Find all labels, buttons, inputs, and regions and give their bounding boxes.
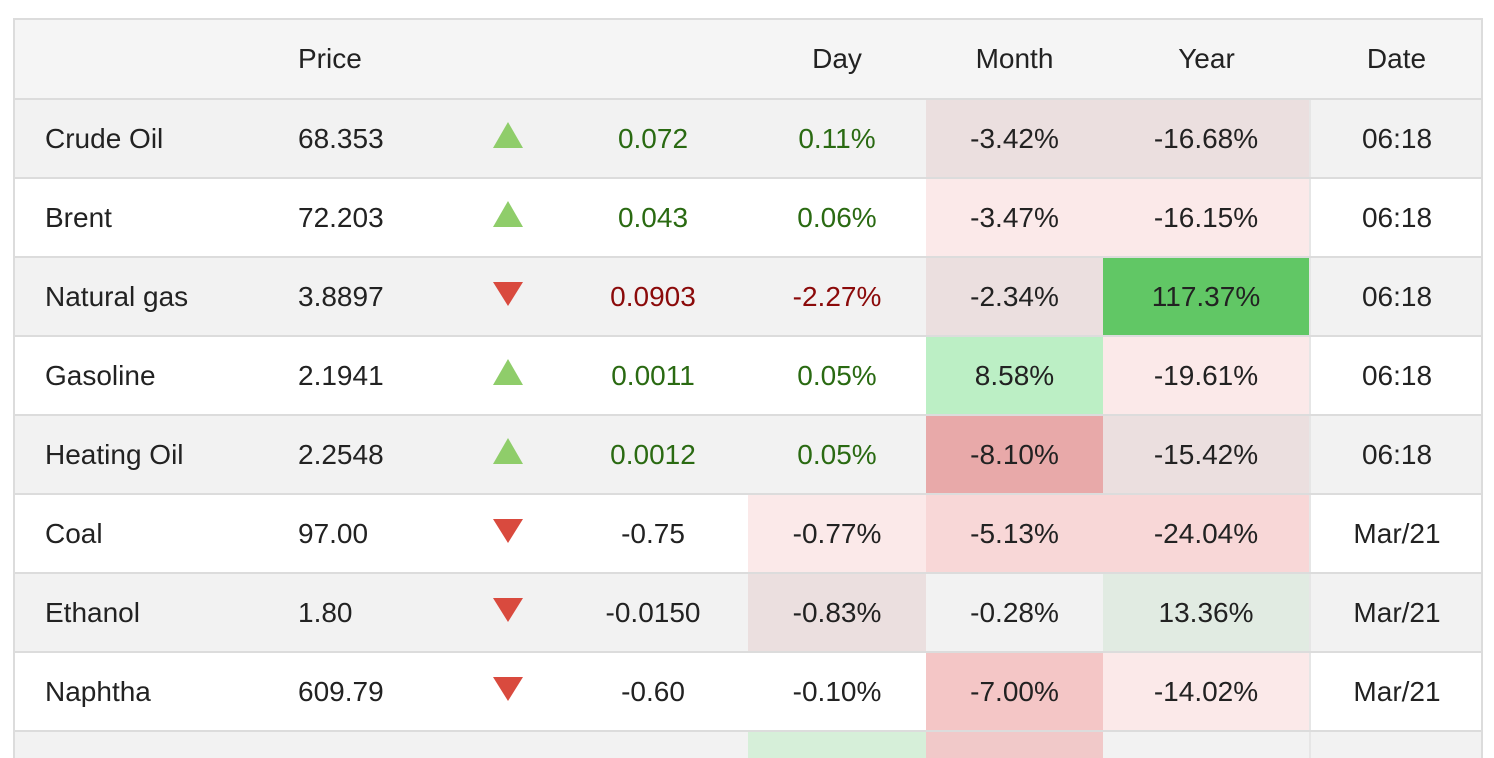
month-percent: -8.10% bbox=[926, 415, 1103, 495]
date-value: Mar/21 bbox=[1309, 494, 1481, 574]
table-row[interactable]: Heating Oil 2.2548 0.0012 0.05% -8.10% -15.42… bbox=[15, 415, 1481, 495]
month-percent: -3.47% bbox=[926, 178, 1103, 258]
date-value: 06:18 bbox=[1309, 415, 1481, 495]
year-percent: -24.04% bbox=[1103, 494, 1310, 574]
price-value: 97.00 bbox=[268, 494, 458, 574]
direction-cell bbox=[458, 336, 558, 416]
header-month[interactable]: Month bbox=[926, 20, 1103, 100]
day-percent: -0.77% bbox=[748, 494, 926, 574]
year-percent: -16.68% bbox=[1103, 99, 1310, 179]
day-percent: 0.05% bbox=[748, 336, 926, 416]
price-value: 1.80 bbox=[268, 573, 458, 653]
price-value: 72.203 bbox=[268, 178, 458, 258]
date-value: 06:18 bbox=[1309, 99, 1481, 179]
table-row[interactable]: Coal 97.00 -0.75 -0.77% -5.13% -24.04% Mar/21 bbox=[15, 494, 1481, 574]
triangle-down-icon bbox=[493, 518, 523, 543]
change-value: -0.0150 bbox=[558, 573, 748, 653]
day-percent: -2.27% bbox=[748, 257, 926, 337]
triangle-up-icon bbox=[493, 200, 523, 227]
month-percent: -5.13% bbox=[926, 494, 1103, 574]
table-row-partial bbox=[15, 731, 1481, 758]
year-percent: -14.02% bbox=[1103, 652, 1310, 732]
triangle-down-icon bbox=[493, 281, 523, 306]
year-percent: -15.42% bbox=[1103, 415, 1310, 495]
change-value: 0.0012 bbox=[558, 415, 748, 495]
table-row[interactable]: Natural gas 3.8897 0.0903 -2.27% -2.34% 117.3… bbox=[15, 257, 1481, 337]
commodity-name-link[interactable]: Coal bbox=[15, 494, 268, 574]
direction-cell bbox=[458, 99, 558, 179]
change-value: -0.75 bbox=[558, 494, 748, 574]
table-row[interactable]: Ethanol 1.80 -0.0150 -0.83% -0.28% 13.36% Mar/… bbox=[15, 573, 1481, 653]
table-row[interactable]: Naphtha 609.79 -0.60 -0.10% -7.00% -14.02% Mar… bbox=[15, 652, 1481, 732]
month-percent: -3.42% bbox=[926, 99, 1103, 179]
price-value: 3.8897 bbox=[268, 257, 458, 337]
price-value: 2.1941 bbox=[268, 336, 458, 416]
commodity-name-link[interactable]: Natural gas bbox=[15, 257, 268, 337]
triangle-up-icon bbox=[493, 358, 523, 385]
header-row: Price Day Month Year Date bbox=[15, 20, 1481, 100]
header-year[interactable]: Year bbox=[1103, 20, 1310, 100]
commodity-name-link[interactable]: Gasoline bbox=[15, 336, 268, 416]
direction-cell bbox=[458, 257, 558, 337]
table-body: Crude Oil 68.353 0.072 0.11% -3.42% -16.68% 06… bbox=[15, 99, 1481, 758]
direction-cell bbox=[458, 494, 558, 574]
date-value: Mar/21 bbox=[1309, 573, 1481, 653]
header-date[interactable]: Date bbox=[1310, 20, 1481, 100]
header-name bbox=[15, 20, 268, 100]
triangle-down-icon bbox=[493, 597, 523, 622]
year-percent: -19.61% bbox=[1103, 336, 1310, 416]
year-percent: 117.37% bbox=[1103, 257, 1310, 337]
table-row[interactable]: Gasoline 2.1941 0.0011 0.05% 8.58% -19.61% 06:… bbox=[15, 336, 1481, 416]
day-percent: 0.06% bbox=[748, 178, 926, 258]
day-percent: 0.05% bbox=[748, 415, 926, 495]
day-percent: -0.10% bbox=[748, 652, 926, 732]
commodity-name-link[interactable]: Crude Oil bbox=[15, 99, 268, 179]
day-percent: 0.11% bbox=[748, 99, 926, 179]
day-percent: -0.83% bbox=[748, 573, 926, 653]
commodity-name-link[interactable]: Ethanol bbox=[15, 573, 268, 653]
year-percent: 13.36% bbox=[1103, 573, 1310, 653]
energy-commodities-table: Price Day Month Year Date Crude Oil 68.35… bbox=[15, 20, 1481, 758]
header-day[interactable]: Day bbox=[748, 20, 926, 100]
commodity-name-link[interactable]: Naphtha bbox=[15, 652, 268, 732]
month-percent: 8.58% bbox=[926, 336, 1103, 416]
commodity-name-link[interactable]: Brent bbox=[15, 178, 268, 258]
date-value: 06:18 bbox=[1309, 178, 1481, 258]
date-value: Mar/21 bbox=[1309, 652, 1481, 732]
table-header: Price Day Month Year Date bbox=[15, 20, 1481, 100]
price-value: 68.353 bbox=[268, 99, 458, 179]
triangle-down-icon bbox=[493, 676, 523, 701]
direction-cell bbox=[458, 573, 558, 653]
date-value: 06:18 bbox=[1309, 336, 1481, 416]
change-value: 0.043 bbox=[558, 178, 748, 258]
price-value: 609.79 bbox=[268, 652, 458, 732]
month-percent: -0.28% bbox=[926, 573, 1103, 653]
triangle-up-icon bbox=[493, 121, 523, 148]
month-percent: -7.00% bbox=[926, 652, 1103, 732]
triangle-up-icon bbox=[493, 437, 523, 464]
header-change bbox=[558, 20, 748, 100]
header-price[interactable]: Price bbox=[268, 20, 458, 100]
commodity-name-link[interactable]: Heating Oil bbox=[15, 415, 268, 495]
direction-cell bbox=[458, 415, 558, 495]
header-arrow bbox=[458, 20, 558, 100]
change-value: 0.0011 bbox=[558, 336, 748, 416]
date-value: 06:18 bbox=[1309, 257, 1481, 337]
change-value: 0.0903 bbox=[558, 257, 748, 337]
change-value: -0.60 bbox=[558, 652, 748, 732]
direction-cell bbox=[458, 178, 558, 258]
month-percent: -2.34% bbox=[926, 257, 1103, 337]
year-percent: -16.15% bbox=[1103, 178, 1310, 258]
price-value: 2.2548 bbox=[268, 415, 458, 495]
energy-commodities-table-container: Price Day Month Year Date Crude Oil 68.35… bbox=[13, 18, 1483, 758]
table-row[interactable]: Brent 72.203 0.043 0.06% -3.47% -16.15% 06:18 bbox=[15, 178, 1481, 258]
direction-cell bbox=[458, 652, 558, 732]
change-value: 0.072 bbox=[558, 99, 748, 179]
table-row[interactable]: Crude Oil 68.353 0.072 0.11% -3.42% -16.68% 06… bbox=[15, 99, 1481, 179]
